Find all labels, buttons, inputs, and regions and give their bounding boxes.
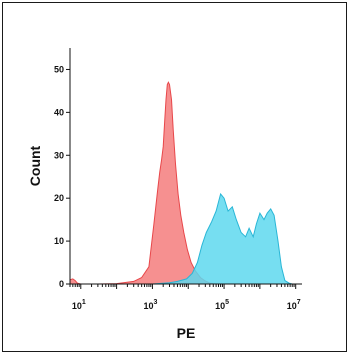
x-tick-exponent: 7 xyxy=(297,299,301,306)
y-tick-label: 10 xyxy=(54,236,64,246)
series-0-area xyxy=(69,81,215,285)
x-ticks: 101 103 105 107 xyxy=(69,284,301,311)
y-tick-label: 20 xyxy=(54,193,64,203)
y-tick-label: 0 xyxy=(59,279,64,289)
series-1-area xyxy=(70,192,299,285)
y-tick-label: 50 xyxy=(54,64,64,74)
x-tick-exponent: 3 xyxy=(153,299,157,306)
x-tick-label: 107 xyxy=(287,299,301,311)
x-tick-label: 105 xyxy=(215,299,229,311)
y-tick-label: 40 xyxy=(54,107,64,117)
y-axis-title: Count xyxy=(27,145,43,186)
histogram-fills xyxy=(69,81,299,285)
x-tick-label: 101 xyxy=(72,299,86,311)
x-tick-label: 103 xyxy=(143,299,157,311)
x-tick-exponent: 1 xyxy=(82,299,86,306)
y-tick-label: 30 xyxy=(54,150,64,160)
y-ticks: 0 10 20 30 40 50 xyxy=(54,64,70,289)
x-tick-exponent: 5 xyxy=(225,299,229,306)
x-axis-title: PE xyxy=(177,325,196,341)
chart-frame xyxy=(2,2,347,352)
